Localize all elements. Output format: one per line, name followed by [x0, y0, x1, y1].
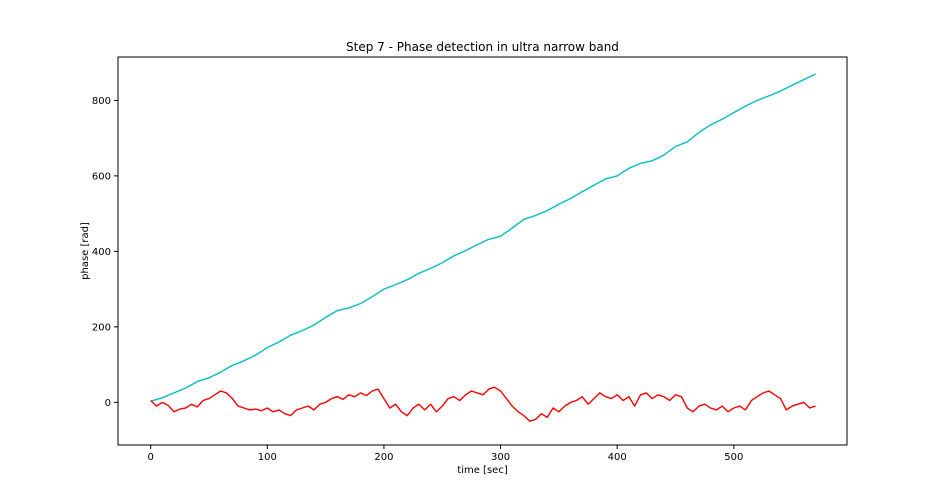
y-tick-label: 800 — [92, 96, 111, 107]
x-tick-label: 200 — [374, 452, 393, 463]
y-tick-label: 600 — [92, 171, 111, 182]
series-line-1 — [150, 73, 816, 402]
x-tick-label: 300 — [491, 452, 510, 463]
x-axis-label: time [sec] — [457, 465, 508, 476]
y-tick-label: 0 — [105, 398, 111, 409]
x-tick-label: 400 — [608, 452, 627, 463]
plot-frame — [117, 56, 848, 446]
x-tick-label: 500 — [724, 452, 743, 463]
y-axis: 0 200 400 600 800 — [92, 96, 118, 409]
x-tick-label: 0 — [147, 452, 153, 463]
series-line-2 — [150, 386, 816, 422]
x-axis: 0 100 200 300 400 500 — [147, 445, 743, 463]
series-layer — [150, 73, 816, 422]
y-axis-label: phase [rad] — [80, 222, 91, 280]
x-tick-label: 100 — [258, 452, 277, 463]
y-tick-label: 400 — [92, 247, 111, 258]
chart-title: Step 7 - Phase detection in ultra narrow… — [346, 40, 619, 54]
y-tick-label: 200 — [92, 322, 111, 333]
